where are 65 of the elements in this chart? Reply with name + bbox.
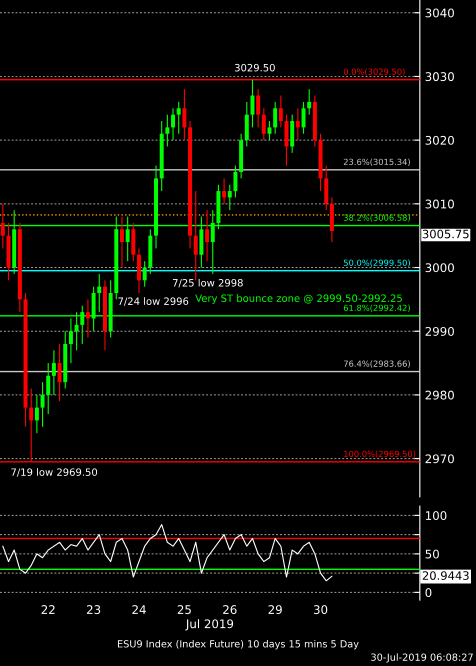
annotation: 7/24 low 2996	[118, 297, 188, 306]
candlestick	[278, 94, 283, 128]
x-tick-label: 30	[314, 605, 328, 614]
y-tick-label: 3020	[426, 136, 454, 145]
candlestick	[302, 101, 306, 134]
candlestick	[268, 120, 272, 141]
candlestick	[58, 343, 62, 402]
candlestick	[262, 108, 266, 141]
ref-line-label: 50.0%(2999.50)	[344, 259, 410, 267]
candlestick	[40, 382, 45, 428]
x-tick-label: 24	[132, 605, 146, 614]
text: 3005.75	[422, 230, 469, 238]
y-tick-label: 2990	[426, 326, 454, 336]
candlestick	[256, 88, 260, 128]
annotation: 3029.50	[234, 64, 275, 72]
ref-line-label: 61.8%(2992.42)	[344, 304, 410, 312]
y-tick-label: 3010	[426, 200, 454, 208]
candlestick	[86, 298, 90, 338]
annotation: 7/19 low 2969.50	[11, 468, 98, 477]
text: ESU9 Index (Index Future) 10 days 15 mins 5 Day	[118, 640, 359, 650]
x-tick-label: 22	[42, 605, 55, 614]
y-tick-label: 100	[426, 511, 446, 520]
candlestick	[97, 273, 102, 313]
candlestick	[307, 88, 312, 116]
candlestick	[34, 394, 39, 434]
ref-line-label: 76.4%(2983.66)	[344, 360, 410, 368]
candlestick	[194, 190, 198, 281]
y-tick-label: 2970	[426, 454, 454, 464]
x-axis-title: Jul 2019	[185, 619, 234, 630]
candlestick	[296, 108, 300, 141]
text: 20.9443	[422, 571, 469, 580]
candlestick	[68, 318, 73, 364]
y-tick-label: 3000	[426, 263, 454, 272]
annotation: 7/25 low 2998	[172, 278, 243, 288]
candlestick	[142, 260, 147, 288]
y-tick-label: 2980	[426, 390, 454, 400]
candlestick	[222, 178, 226, 204]
x-tick-label: 25	[178, 605, 191, 614]
annotation: Very ST bounce zone @ 2999.50-2992.25	[195, 294, 402, 304]
candlestick	[228, 184, 232, 211]
candlestick	[52, 350, 56, 396]
text: 30-Jul-2019 06:08:27	[371, 653, 473, 663]
x-tick-label: 23	[86, 605, 100, 614]
candlestick	[273, 101, 278, 134]
ref-line-label: 38.2%(3006.58)	[344, 214, 410, 222]
x-tick-label: 29	[268, 605, 282, 614]
y-tick-label: 50	[426, 550, 439, 559]
candlestick	[233, 165, 238, 198]
candlestick	[46, 362, 50, 415]
candlestick	[120, 216, 124, 268]
y-tick-label: 3040	[426, 8, 454, 18]
ref-line-label: 100.0%(2969.50)	[344, 450, 416, 458]
candlestick	[171, 108, 176, 141]
candlestick	[182, 88, 186, 141]
candlestick	[0, 203, 5, 249]
ref-line-label: 0.0%(3029.50)	[344, 68, 405, 76]
y-tick-label: 3030	[426, 72, 454, 82]
candlestick	[205, 210, 210, 262]
candlestick	[165, 114, 170, 148]
ref-line-label: 23.6%(3015.34)	[344, 158, 410, 166]
candlestick	[176, 101, 181, 134]
line-series	[2, 524, 332, 582]
candlestick	[250, 79, 254, 128]
x-tick-label: 26	[223, 605, 237, 614]
y-tick-label: 0	[425, 588, 432, 598]
